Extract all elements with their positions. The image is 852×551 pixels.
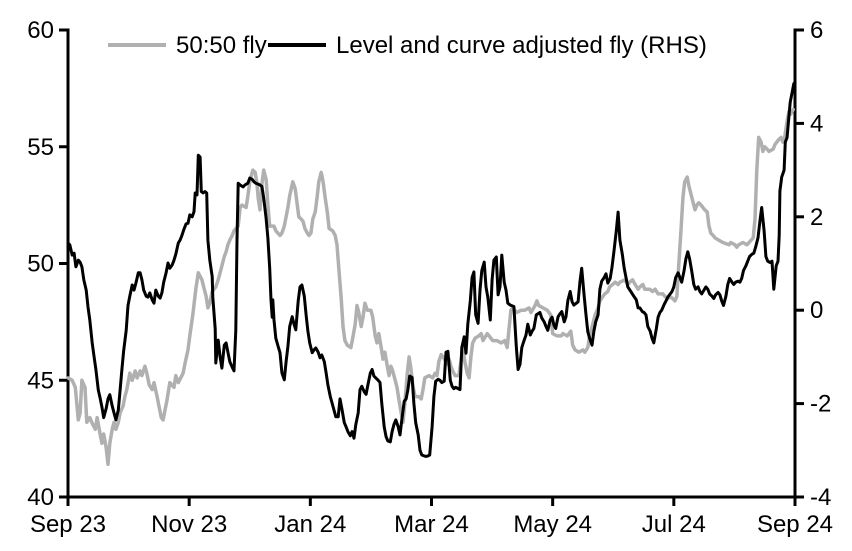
left-axis-tick-label: 40 [27,484,54,511]
x-axis-tick-label: Nov 23 [151,511,227,538]
left-axis-tick-label: 45 [27,367,54,394]
x-axis-tick-label: Jul 24 [642,511,706,538]
x-axis-tick-label: Jan 24 [274,511,346,538]
legend-label-50-50-fly: 50:50 fly [176,32,267,59]
x-axis-tick-label: Mar 24 [394,511,469,538]
right-axis-tick-label: -4 [810,484,831,511]
right-axis-tick-label: 0 [810,297,823,324]
series-layer [66,82,797,467]
right-axis-tick-label: 2 [810,204,823,231]
x-axis-tick-label: Sep 23 [30,511,106,538]
left-axis-tick-label: 50 [27,251,54,278]
left-axis-tick-label: 60 [27,17,54,44]
series-level-curve-adjusted-fly-line [66,82,797,458]
right-axis-tick-label: -2 [810,391,831,418]
right-axis-tick-label: 6 [810,17,823,44]
x-axis-tick-label: May 24 [513,511,592,538]
legend-label-level-curve-adjusted-fly: Level and curve adjusted fly (RHS) [336,32,707,59]
legend: 50:50 fly Level and curve adjusted fly (… [108,32,707,59]
axes-layer: 40 45 50 55 60 -4 -2 0 2 4 6 Sep 23 Nov 23 Jan 24 Mar … [27,17,833,538]
right-axis-tick-label: 4 [810,110,823,137]
x-axis-tick-label: Sep 24 [757,511,833,538]
series-50-50-fly-line [66,107,795,467]
left-axis-tick-label: 55 [27,134,54,161]
